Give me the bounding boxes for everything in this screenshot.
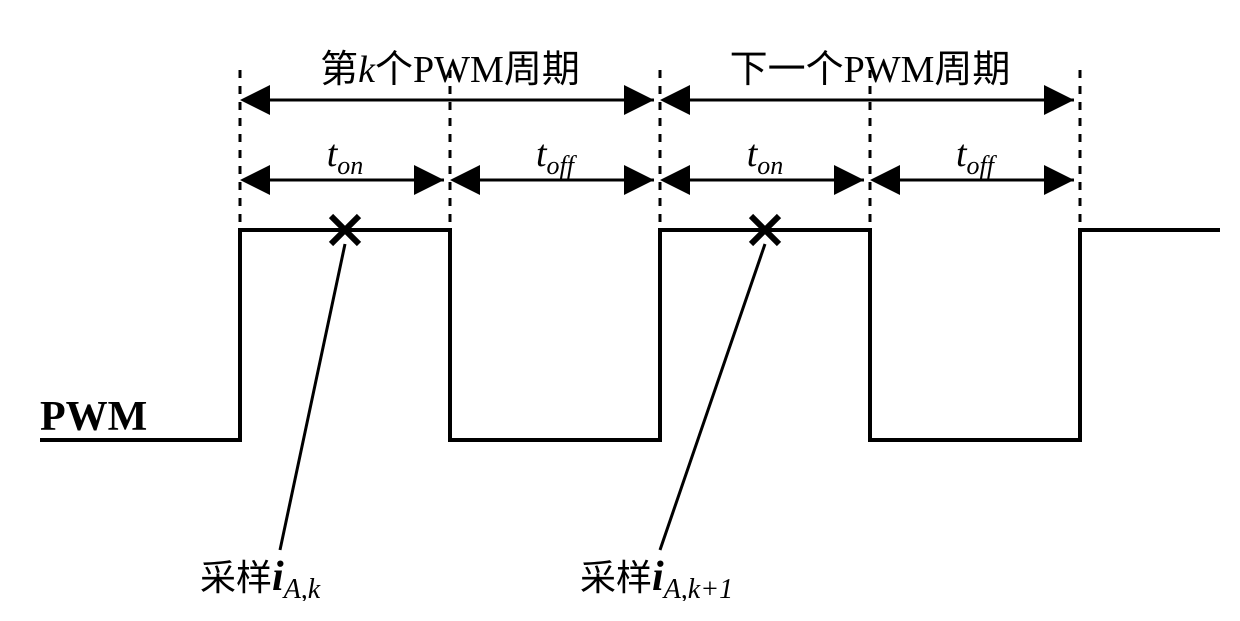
time-label: toff <box>956 133 998 180</box>
sample-label: 采样iA,k <box>200 554 321 601</box>
leader-line <box>280 244 345 550</box>
time-label: ton <box>327 133 364 180</box>
leader-line <box>660 244 765 550</box>
sample-label: 采样iA,k+1 <box>580 554 733 601</box>
pwm-label: PWM <box>40 394 147 440</box>
pwm-waveform <box>140 230 1220 440</box>
time-label: toff <box>536 133 578 180</box>
time-label: ton <box>747 133 784 180</box>
period-label: 第k个PWM周期 <box>320 49 580 91</box>
pwm-timing-diagram: PWM 第k个PWM周期 下一个PWM周期 ton toff ton toff 采样iA,k 采… <box>20 20 1240 601</box>
period-label: 下一个PWM周期 <box>730 49 1011 91</box>
